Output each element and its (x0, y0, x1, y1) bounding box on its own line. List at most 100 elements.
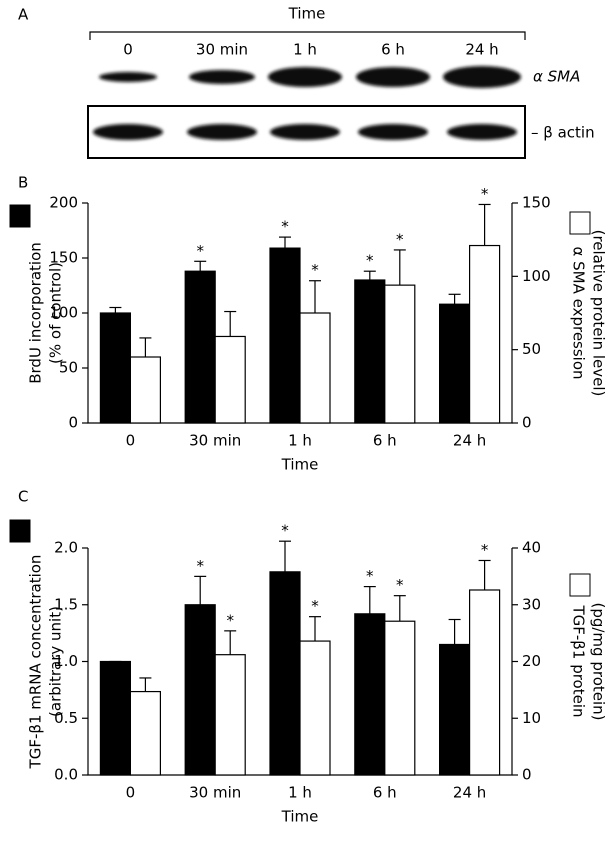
y2-axis-label: (pg/mg protein) (590, 602, 608, 720)
bar (469, 589, 501, 776)
blot-band (447, 124, 517, 140)
y-axis-label: BrdU incorporation (27, 242, 45, 384)
panel-label: C (18, 488, 28, 506)
y-tick-label: 150 (49, 249, 78, 267)
bar (129, 690, 161, 776)
bar (354, 279, 386, 424)
blot-band (189, 70, 255, 84)
significance-mark: * (366, 252, 374, 270)
y-tick-label: 2.0 (54, 539, 78, 557)
y-tick-label: 0 (68, 414, 78, 432)
panel-a: A Time α SMA – β actin (18, 5, 595, 159)
bar (184, 604, 216, 776)
legend-swatch (9, 519, 31, 543)
row-label: – β actin (531, 124, 595, 142)
y2-axis-label: (relative protein level) (590, 230, 608, 397)
x-tick-label: 0 (126, 784, 136, 802)
y2-axis-label: α SMA expression (570, 246, 588, 379)
significance-mark: * (481, 541, 489, 559)
y-tick-label: 1.5 (54, 595, 78, 613)
y2-tick-label: 100 (522, 267, 551, 285)
x-tick-label: 1 h (288, 432, 312, 450)
significance-mark: * (226, 611, 234, 629)
x-tick-label: 24 h (453, 432, 486, 450)
significance-mark: * (366, 567, 374, 585)
blot-band (93, 124, 163, 140)
bar (384, 620, 416, 776)
lane-label: 6 h (381, 41, 405, 59)
x-axis-label: Time (281, 808, 319, 826)
bar (384, 284, 416, 424)
bracket (89, 31, 526, 40)
x-tick-label: 6 h (373, 432, 397, 450)
lane-label: 0 (123, 41, 133, 59)
y2-axis-label: TGF-β1 protein (570, 604, 588, 717)
blot-band (99, 72, 157, 82)
significance-mark: * (311, 597, 319, 615)
significance-mark: * (396, 230, 404, 248)
significance-mark: * (196, 242, 204, 260)
bar (269, 571, 301, 776)
y-axis-label: (arbitrary unit) (47, 606, 65, 717)
blot-band (270, 124, 340, 140)
y-tick-label: 1.0 (54, 652, 78, 670)
y2-tick-label: 40 (522, 539, 541, 557)
x-tick-label: 30 min (189, 432, 241, 450)
x-tick-label: 24 h (453, 784, 486, 802)
bar (469, 244, 501, 424)
y-axis-label: (% of control) (47, 262, 65, 364)
y-tick-label: 0.0 (54, 766, 78, 784)
y2-tick-label: 20 (522, 652, 541, 670)
bar (99, 312, 132, 424)
x-tick-label: 1 h (288, 784, 312, 802)
lane-label: 30 min (196, 41, 248, 59)
blot-band (187, 124, 257, 140)
legend-swatch (9, 204, 31, 228)
bar (439, 643, 471, 776)
significance-mark: * (311, 261, 319, 279)
y-axis-label: TGF-β1 mRNA concentration (27, 555, 45, 770)
bar (439, 303, 471, 424)
y2-tick-label: 0 (522, 766, 532, 784)
x-tick-label: 6 h (373, 784, 397, 802)
blot-band (356, 67, 430, 87)
y-tick-label: 100 (49, 304, 78, 322)
significance-mark: * (281, 522, 289, 540)
y-tick-label: 0.5 (54, 709, 78, 727)
panel-label: A (18, 6, 29, 24)
bar (184, 270, 216, 424)
x-axis-label: Time (281, 456, 319, 474)
bar (99, 660, 132, 776)
y2-tick-label: 150 (522, 194, 551, 212)
bar (269, 247, 301, 424)
blot-title: Time (288, 5, 326, 23)
blot-band (358, 124, 428, 140)
bar (299, 640, 331, 776)
bar (214, 654, 246, 776)
bar (214, 335, 246, 424)
lane-label: 1 h (293, 41, 317, 59)
lane-label: 24 h (465, 41, 498, 59)
significance-mark: * (481, 185, 489, 203)
y2-tick-label: 30 (522, 595, 541, 613)
significance-mark: * (196, 557, 204, 575)
x-tick-label: 0 (126, 432, 136, 450)
bar (354, 613, 386, 776)
y-tick-label: 50 (59, 359, 78, 377)
y2-tick-label: 50 (522, 340, 541, 358)
legend-swatch (569, 573, 591, 597)
y-tick-label: 200 (49, 194, 78, 212)
blot-band (268, 67, 342, 87)
panel-label: B (18, 174, 28, 192)
blot-band (443, 66, 521, 88)
y2-tick-label: 0 (522, 414, 532, 432)
significance-mark: * (281, 218, 289, 236)
x-tick-label: 30 min (189, 784, 241, 802)
y2-tick-label: 10 (522, 709, 541, 727)
bar (129, 356, 161, 424)
blot-box (87, 105, 526, 159)
row-label: α SMA (533, 68, 580, 86)
bar (299, 312, 331, 424)
significance-mark: * (396, 576, 404, 594)
